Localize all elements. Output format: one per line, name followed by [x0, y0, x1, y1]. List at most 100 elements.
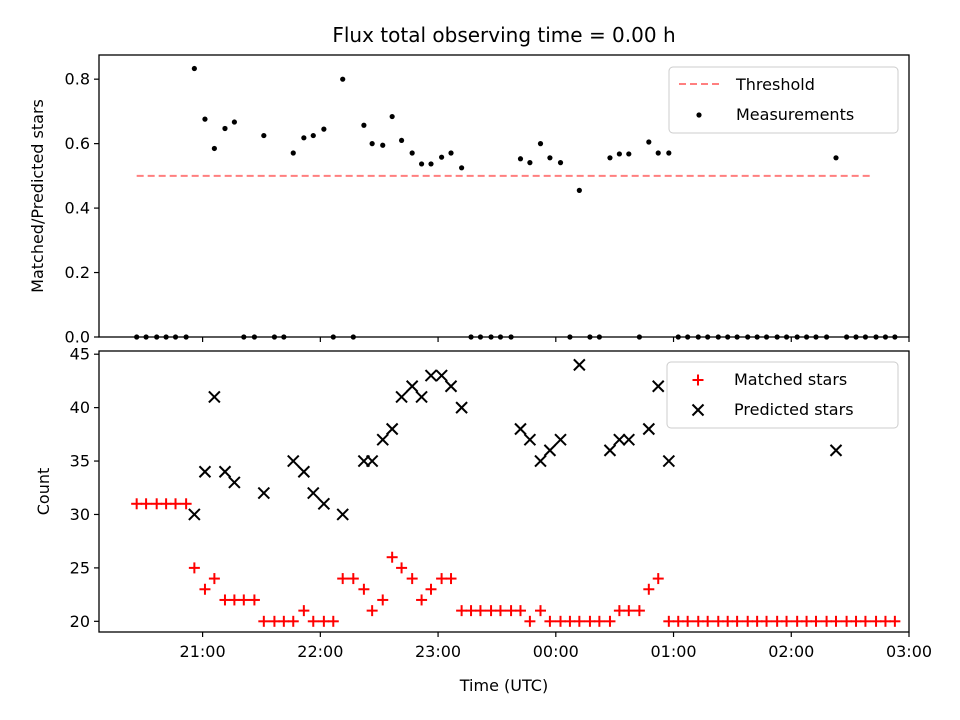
measurement-point [310, 132, 316, 139]
measurement-point [261, 132, 267, 139]
y-tick-label: 0.2 [65, 263, 90, 282]
y-tick-label: 45 [70, 345, 90, 364]
x-tick-label: 03:00 [886, 642, 932, 661]
matched-star-point [131, 498, 143, 510]
predicted-star-point [652, 380, 665, 393]
measurement-point [655, 150, 661, 156]
y-tick-label: 25 [70, 558, 90, 577]
matched-star-point [258, 615, 270, 627]
measurement-point [626, 151, 632, 157]
matched-star-point [358, 583, 370, 595]
predicted-star-point [514, 422, 527, 436]
predicted-star-point [543, 444, 557, 457]
matched-star-point [199, 583, 211, 595]
matched-star-point [663, 615, 675, 627]
measurement-point [211, 145, 217, 152]
x-ticks-ratio [202, 337, 910, 342]
predicted-star-point [376, 433, 389, 446]
matched-star-point [731, 615, 743, 627]
matched-star-point [474, 605, 486, 617]
measurement-point [616, 151, 622, 157]
matched-star-point [742, 615, 754, 627]
measurement-point [398, 137, 405, 144]
legend-matched-swatch [692, 374, 704, 386]
measurement-point [646, 139, 652, 145]
measurement-point [290, 150, 296, 156]
matched-star-point [445, 573, 457, 585]
measurement-point [231, 119, 237, 125]
matched-star-point [377, 594, 389, 606]
predicted-star-point [534, 454, 547, 468]
predicted-star-point [435, 369, 448, 382]
matched-star-point [870, 615, 882, 627]
predicted-star-point [405, 380, 419, 393]
matched-star-point [219, 594, 231, 606]
measurement-point [517, 156, 524, 162]
legend-box [666, 361, 899, 429]
matched-star-point [151, 498, 163, 510]
predicted-star-point [424, 369, 438, 382]
predicted-star-point [228, 476, 241, 489]
matched-star-point [524, 615, 536, 627]
matched-star-point [436, 573, 448, 585]
legend-measurement-swatch [696, 112, 702, 118]
matched-star-point [347, 573, 359, 585]
x-tick-label: 00:00 [533, 642, 579, 661]
matched-star-point [821, 615, 833, 627]
matched-star-point [801, 615, 813, 627]
measurement-point [448, 150, 454, 156]
matched-star-point [652, 573, 664, 585]
y-tick-label: 0.0 [65, 328, 90, 347]
matched-star-point [781, 615, 793, 627]
x-tick-label: 21:00 [180, 642, 226, 661]
matched-star-point [318, 615, 330, 627]
y-tick-label: 20 [70, 612, 90, 631]
measurement-point [202, 116, 208, 122]
predicted-star-point [198, 465, 212, 478]
measurement-point [361, 122, 367, 128]
legend-threshold-label: Threshold [735, 75, 815, 94]
matched-star-point [751, 615, 763, 627]
predicted-star-point [257, 486, 271, 500]
predicted-star-point [385, 422, 399, 436]
matched-star-point [584, 615, 596, 627]
x-ticks-time: 21:00 22:00 23:00 00:00 01:00 02:00 03:00 [180, 632, 932, 661]
measurement-point [666, 150, 672, 156]
matched-star-point [140, 498, 152, 510]
measurement-point [222, 125, 228, 132]
legend-x-marker [691, 403, 705, 417]
measurement-point [428, 161, 434, 167]
matched-star-point [170, 498, 182, 510]
matched-star-point [208, 573, 220, 585]
matched-star-point [613, 605, 625, 617]
matched-star-point [485, 605, 497, 617]
x-tick-label: 01:00 [650, 642, 696, 661]
predicted-star-point [573, 358, 586, 372]
matched-star-point [672, 615, 684, 627]
predicted-star-point [208, 390, 221, 404]
measurement-point [321, 126, 327, 132]
matched-star-point [287, 615, 299, 627]
predicted-star-point [395, 390, 408, 404]
measurement-point [557, 160, 564, 166]
matched-star-point [268, 615, 280, 627]
predicted-star-point [662, 454, 676, 468]
measurement-point [537, 141, 544, 147]
predicted-star-point [218, 465, 232, 478]
y-axis-label-count: Count [34, 468, 53, 516]
matched-star-point [643, 583, 655, 595]
matched-star-point [830, 615, 842, 627]
measurement-points [134, 65, 898, 340]
predicted-star-point [188, 508, 201, 521]
matched-star-point [859, 615, 871, 627]
matched-star-point [604, 615, 616, 627]
ratio-panel: Flux total observing time = 0.00 h Match… [28, 23, 910, 347]
predicted-star-point [365, 454, 379, 468]
matched-star-point [278, 615, 290, 627]
matched-star-point [180, 498, 192, 510]
legend-predicted-swatch [691, 403, 705, 417]
matched-star-point [505, 605, 517, 617]
matched-star-point [534, 605, 546, 617]
y-tick-label: 0.8 [65, 70, 90, 89]
